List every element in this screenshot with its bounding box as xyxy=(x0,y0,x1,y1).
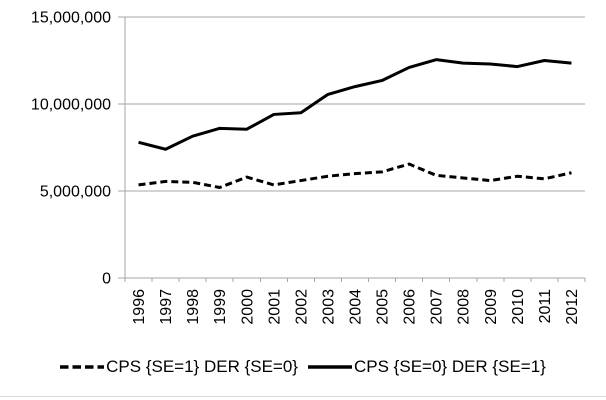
series-line-dashed xyxy=(138,162,572,190)
x-axis-tick-label: 2003 xyxy=(320,289,337,325)
x-axis-tick-label: 2000 xyxy=(239,289,256,325)
solid-line-icon xyxy=(308,365,352,369)
x-axis-tick-label: 2012 xyxy=(564,289,581,325)
x-axis-tick-label: 2009 xyxy=(483,289,500,325)
y-axis-tick-label: 0 xyxy=(102,271,111,288)
dashed-line-icon xyxy=(60,365,105,369)
x-axis-tick-label: 2005 xyxy=(375,289,392,325)
x-axis-tick-label: 2011 xyxy=(537,289,554,324)
x-axis-tick-label: 2008 xyxy=(456,289,473,325)
x-axis-tick-label: 2004 xyxy=(348,289,365,325)
x-axis-tick-label: 2002 xyxy=(293,289,310,325)
legend-item-cps-se0-der-se1: CPS {SE=0} DER {SE=1} xyxy=(308,357,546,377)
chart-bottom-border xyxy=(0,396,606,397)
y-axis-tick-label: 10,000,000 xyxy=(31,97,111,114)
x-axis-tick-label: 1999 xyxy=(212,289,229,325)
legend-item-cps-se1-der-se0: CPS {SE=1} DER {SE=0} xyxy=(60,357,298,377)
plot-area: 0 5,000,000 10,000,000 15,000,000 1996 1997 19… xyxy=(31,10,586,325)
x-axis-tick-label: 1996 xyxy=(131,289,148,325)
x-axis-tick-label: 2007 xyxy=(429,289,446,325)
legend-label-dashed: CPS {SE=1} DER {SE=0} xyxy=(106,357,298,376)
x-axis-tick-label: 2001 xyxy=(266,289,283,325)
x-axis-tick-label: 2010 xyxy=(510,289,527,325)
legend: CPS {SE=1} DER {SE=0} CPS {SE=0} DER {SE… xyxy=(0,351,606,383)
x-axis-tick-label: 1997 xyxy=(158,289,175,325)
y-axis-tick-label: 15,000,000 xyxy=(31,10,111,27)
x-axis-tick-label: 2006 xyxy=(402,289,419,325)
legend-label-solid: CPS {SE=0} DER {SE=1} xyxy=(354,357,546,376)
y-axis-tick-label: 5,000,000 xyxy=(40,184,111,201)
series-line-solid xyxy=(138,58,572,151)
x-axis-tick-label: 1998 xyxy=(185,289,202,325)
